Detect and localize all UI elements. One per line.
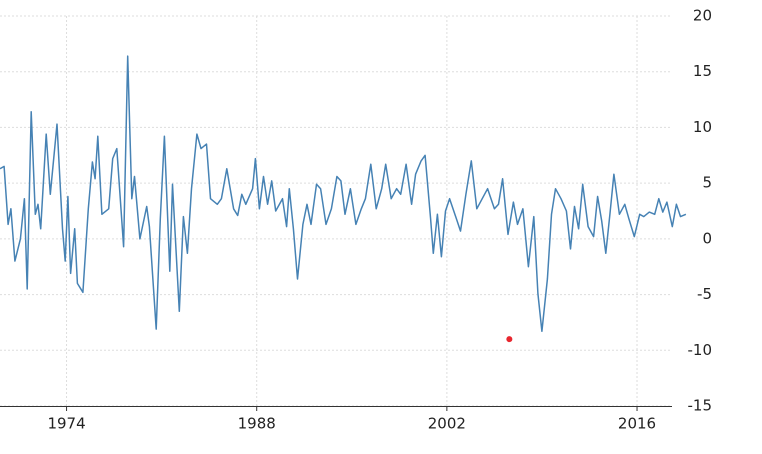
x-tick-label: 2016 bbox=[618, 415, 656, 433]
x-tick-label: 2002 bbox=[428, 415, 466, 433]
y-tick-label: 0 bbox=[702, 229, 712, 247]
y-tick-label: 5 bbox=[702, 174, 712, 192]
y-tick-label: 20 bbox=[693, 7, 712, 25]
y-tick-label: 15 bbox=[693, 62, 712, 80]
x-tick-label: 1988 bbox=[238, 415, 276, 433]
y-tick-label: -15 bbox=[688, 397, 713, 415]
x-tick-label: 1974 bbox=[47, 415, 85, 433]
y-tick-label: -10 bbox=[688, 341, 713, 359]
y-tick-label: 10 bbox=[693, 118, 712, 136]
y-tick-label: -5 bbox=[697, 285, 712, 303]
line-series bbox=[0, 55, 687, 333]
point bbox=[506, 336, 513, 343]
